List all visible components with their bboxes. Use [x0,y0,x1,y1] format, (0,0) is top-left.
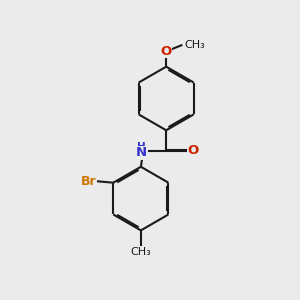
Text: N: N [136,146,147,159]
Text: Br: Br [81,175,97,188]
Text: H: H [137,142,146,152]
Text: O: O [188,144,199,157]
Text: CH₃: CH₃ [130,247,151,256]
Text: CH₃: CH₃ [184,40,205,50]
Text: O: O [160,45,172,58]
